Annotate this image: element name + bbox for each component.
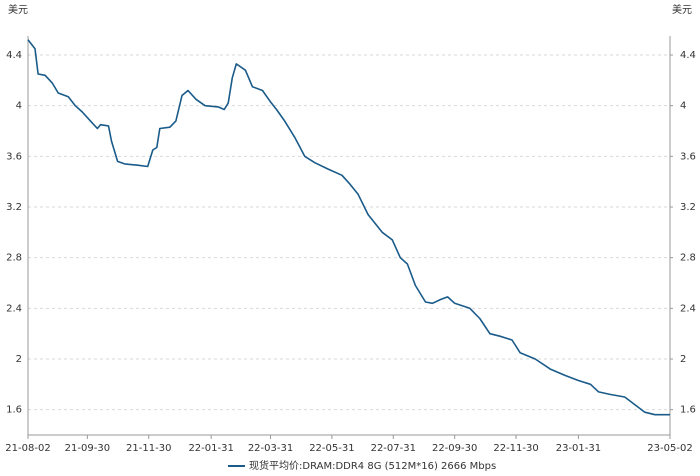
x-tick-label: 22-05-31: [309, 443, 354, 454]
y2-tick-label: 2: [680, 354, 686, 365]
x-tick-label: 21-11-30: [126, 443, 171, 454]
y2-tick-label: 4: [680, 101, 686, 112]
y2-tick-label: 4.4: [680, 50, 696, 61]
legend-label: 现货平均价:DRAM:DDR4 8G (512M*16) 2666 Mbps: [249, 459, 496, 472]
y-tick-label: 3.2: [6, 202, 22, 213]
x-tick-label: 22-09-30: [432, 443, 477, 454]
y-axis-label: 美元: [8, 3, 28, 16]
y-tick-label: 3.6: [6, 151, 22, 162]
y-tick-label: 1.6: [6, 405, 22, 416]
x-tick-label: 21-09-30: [65, 443, 110, 454]
y2-tick-label: 2.8: [680, 253, 696, 264]
y-tick-label: 2.8: [6, 253, 22, 264]
y2-axis-label: 美元: [672, 3, 692, 16]
x-tick-label: 23-01-31: [556, 443, 601, 454]
y2-tick-label: 2.4: [680, 303, 696, 314]
x-tick-label: 21-08-02: [5, 443, 50, 454]
y-tick-label: 2.4: [6, 303, 22, 314]
y2-tick-label: 3.2: [680, 202, 696, 213]
x-tick-label: 22-11-30: [493, 443, 538, 454]
x-tick-label: 22-01-31: [188, 443, 233, 454]
x-tick-label: 22-07-31: [371, 443, 416, 454]
x-tick-label: 22-03-31: [248, 443, 293, 454]
y2-tick-label: 1.6: [680, 405, 696, 416]
y-tick-label: 4: [16, 101, 22, 112]
y2-tick-label: 3.6: [680, 151, 696, 162]
y-tick-label: 2: [16, 354, 22, 365]
data-line: [27, 39, 670, 416]
y-tick-label: 4.4: [6, 50, 22, 61]
x-tick-label: 23-05-02: [647, 443, 692, 454]
